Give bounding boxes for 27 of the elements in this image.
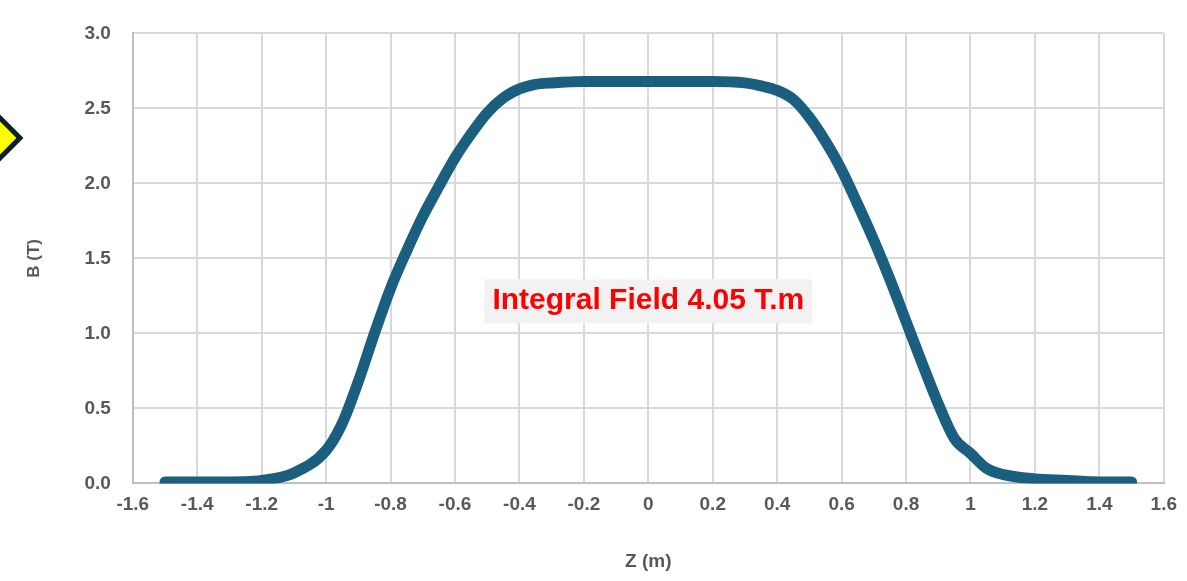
x-tick-label: -0.6 [438,493,472,515]
x-tick-label: 1.6 [1150,493,1177,515]
x-tick-label: 0.8 [892,493,920,515]
x-axis-title: Z (m) [625,549,672,571]
x-tick-label: -1.6 [116,493,150,515]
x-tick-label: -0.4 [503,493,537,515]
x-tick-label: 0.2 [699,493,726,515]
y-tick-label: 1.5 [84,246,112,268]
y-tick-label: 0.5 [84,396,112,418]
x-tick-label: -1 [317,493,335,515]
y-tick-label: 2.5 [84,96,112,118]
x-tick-label: 0.4 [763,493,791,515]
x-tick-label: 1.4 [1086,493,1113,515]
x-tick-label: 1.2 [1021,493,1049,515]
x-tick-label: -1.4 [180,493,215,515]
y-axis-title: B (T) [23,239,43,278]
x-tick-label: -0.2 [567,493,601,515]
x-tick-label: 1 [965,493,977,515]
x-tick-label: -1.2 [245,493,279,515]
y-tick-label: 0.0 [84,471,111,493]
x-tick-label: 0.6 [828,493,855,515]
annotation: Integral Field 4.05 T.m [492,282,805,316]
x-tick-label: -0.8 [374,493,407,515]
y-tick-label: 3.0 [84,21,111,43]
y-tick-label: 1.0 [84,321,111,343]
x-tick-label: 0 [643,493,654,515]
y-tick-label: 2.0 [84,171,111,193]
